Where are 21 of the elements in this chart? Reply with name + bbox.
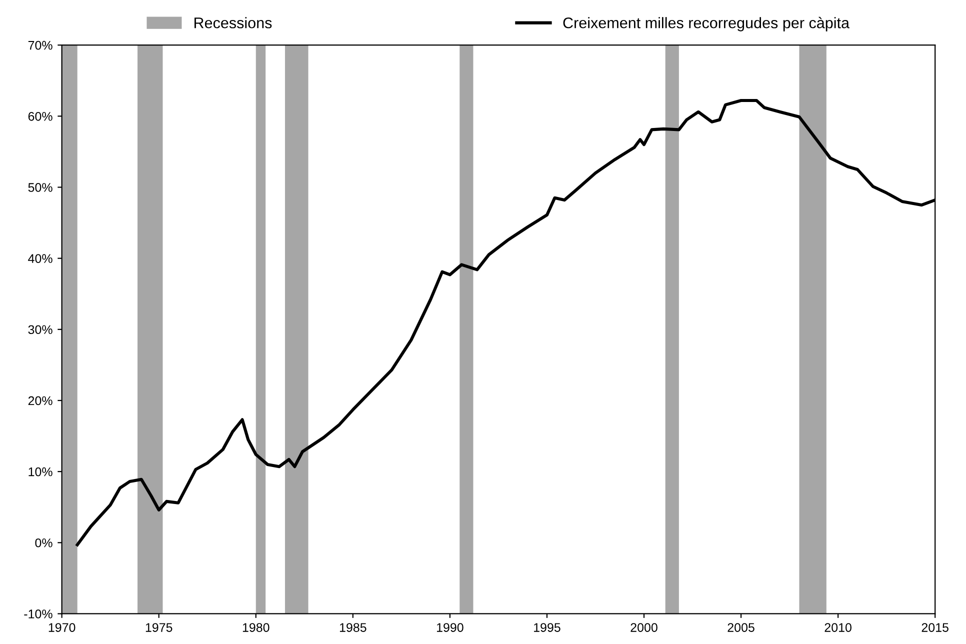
legend-label: Recessions bbox=[194, 17, 272, 28]
y-tick-label: 60% bbox=[28, 112, 52, 121]
x-tick-label: 2000 bbox=[630, 623, 658, 632]
y-tick-label: 70% bbox=[28, 40, 52, 50]
x-tick-label: 2010 bbox=[824, 623, 852, 632]
x-tick-label: 1970 bbox=[48, 623, 76, 632]
y-tick-label: 10% bbox=[28, 467, 52, 476]
y-tick-label: -10% bbox=[24, 610, 52, 618]
legend-label: Creixement milles recorregudes per càpita bbox=[563, 16, 850, 32]
y-tick-label: 50% bbox=[28, 183, 52, 192]
y-tick-label: 40% bbox=[28, 254, 52, 263]
x-tick-label: 2015 bbox=[922, 623, 948, 632]
x-tick-label: 1975 bbox=[146, 623, 172, 632]
x-tick-label: 1995 bbox=[534, 623, 560, 632]
x-tick-label: 1985 bbox=[340, 623, 366, 632]
x-tick-label: 1990 bbox=[436, 623, 464, 632]
y-tick-label: 0% bbox=[35, 538, 52, 548]
y-tick-label: 30% bbox=[28, 325, 52, 334]
x-tick-label: 1980 bbox=[242, 623, 270, 632]
y-tick-label: 20% bbox=[28, 396, 52, 406]
x-tick-label: 2005 bbox=[728, 623, 754, 632]
